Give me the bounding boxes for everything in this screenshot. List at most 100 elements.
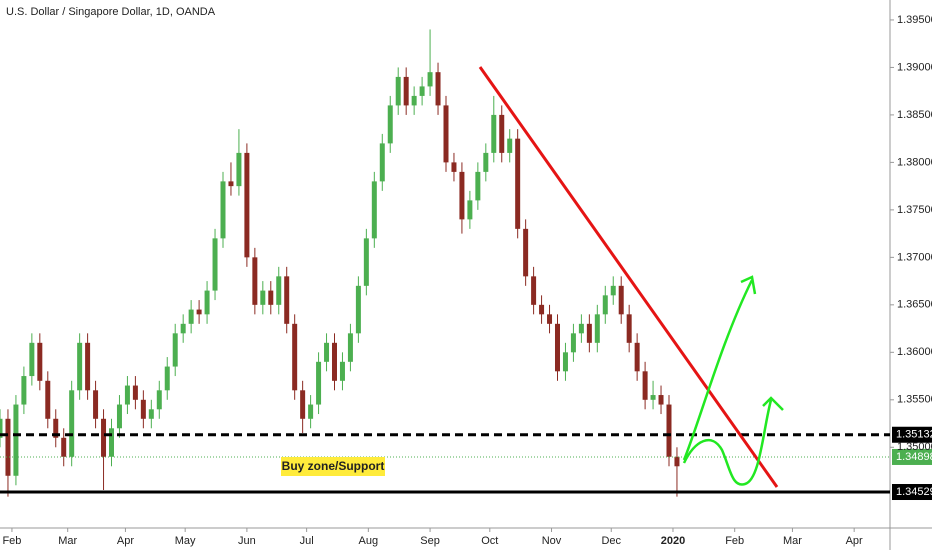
level-label: 1.34529 xyxy=(896,486,932,498)
level-label-box xyxy=(892,448,932,465)
candle-body xyxy=(650,395,656,400)
candle-body xyxy=(658,395,664,405)
candle-body xyxy=(148,409,154,419)
candle-body xyxy=(0,418,3,438)
candle-body xyxy=(618,285,624,315)
candle-body xyxy=(547,314,553,324)
candle-body xyxy=(371,181,377,239)
candles xyxy=(0,29,680,497)
level-label-box xyxy=(892,484,932,501)
candle-body xyxy=(284,276,290,324)
x-tick-label: Feb xyxy=(725,535,744,547)
x-tick-label: Feb xyxy=(2,535,21,547)
candle-body xyxy=(339,361,345,381)
candle-body xyxy=(347,333,353,362)
candle-body xyxy=(419,86,425,96)
candle-body xyxy=(116,404,122,429)
y-tick-label: 1.37500 xyxy=(897,204,932,216)
candle-body xyxy=(578,323,584,334)
candle-body xyxy=(300,390,306,419)
candle-body xyxy=(140,399,146,419)
candle-body xyxy=(21,376,27,405)
level-label: 1.34898 xyxy=(896,451,932,463)
arrow-head xyxy=(740,275,757,295)
x-tick-label: Apr xyxy=(846,535,863,547)
candle-body xyxy=(379,143,385,182)
candle-body xyxy=(196,309,202,315)
candle-body xyxy=(85,342,91,391)
arrow-head xyxy=(762,396,784,411)
candle-body xyxy=(642,371,648,400)
level-label: 1.35132 xyxy=(896,429,932,441)
level-label-box xyxy=(892,426,932,443)
candle-body xyxy=(531,276,537,305)
x-tick-label: Oct xyxy=(481,535,498,547)
y-tick-label: 1.37000 xyxy=(897,251,932,263)
candle-body xyxy=(483,152,489,172)
candle-body xyxy=(562,352,568,372)
x-tick-label: Mar xyxy=(783,535,802,547)
candle-body xyxy=(260,290,266,305)
candle-body xyxy=(132,385,138,400)
y-tick-label: 1.36000 xyxy=(897,346,932,358)
candle-body xyxy=(411,95,417,106)
y-tick-label: 1.39000 xyxy=(897,61,932,73)
candle-body xyxy=(324,342,330,362)
y-tick-label: 1.36500 xyxy=(897,299,932,311)
y-tick-label: 1.35000 xyxy=(897,441,932,453)
candle-body xyxy=(539,304,545,315)
candle-body xyxy=(124,385,130,405)
candle-body xyxy=(188,309,194,324)
candle-body xyxy=(5,418,11,476)
candle-body xyxy=(204,290,210,315)
candle-body xyxy=(276,276,282,305)
levels: 1.35132 1.34898 1.34529 xyxy=(0,426,932,501)
candle-body xyxy=(610,285,616,296)
candle-body xyxy=(602,295,608,315)
candle-body xyxy=(156,390,162,410)
candle-body xyxy=(499,114,505,153)
candle-body xyxy=(467,200,473,220)
candle-body xyxy=(554,323,560,372)
candle-body xyxy=(244,152,250,258)
x-tick-label: Sep xyxy=(420,535,440,547)
x-tick-label: 2020 xyxy=(661,535,685,547)
x-tick-label: Jun xyxy=(238,535,256,547)
y-tick-label: 1.39500 xyxy=(897,14,932,26)
candle-body xyxy=(491,114,497,153)
up-arrow xyxy=(682,279,754,461)
y-tick-label: 1.35500 xyxy=(897,394,932,406)
candle-body xyxy=(220,181,226,239)
x-tick-label: Apr xyxy=(117,535,134,547)
annotation-box xyxy=(281,457,385,476)
candle-body xyxy=(634,342,640,372)
x-tick-label: Dec xyxy=(601,535,621,547)
candle-body xyxy=(387,105,393,144)
candle-body xyxy=(586,323,592,343)
candle-body xyxy=(308,404,314,419)
candle-body xyxy=(180,323,186,334)
annotation: Buy zone/Support xyxy=(282,459,385,473)
candle-body xyxy=(666,404,672,457)
candle-body xyxy=(363,238,369,286)
candle-body xyxy=(29,342,35,377)
candle-body xyxy=(403,76,409,106)
candle-body xyxy=(37,342,43,381)
candle-body xyxy=(13,404,19,476)
candle-body xyxy=(515,138,521,229)
candle-body xyxy=(268,290,274,305)
x-tick-label: Nov xyxy=(542,535,562,547)
wave-arrow xyxy=(682,399,773,486)
x-tick-label: Mar xyxy=(58,535,77,547)
candle-body xyxy=(172,333,178,367)
candle-body xyxy=(45,380,51,419)
candle-body xyxy=(61,437,67,457)
candle-body xyxy=(77,342,83,391)
candle-body xyxy=(236,152,242,187)
candle-body xyxy=(164,366,170,391)
candle-body xyxy=(395,76,401,106)
candle-body xyxy=(443,105,449,163)
candle-body xyxy=(252,257,258,305)
candle-body xyxy=(108,428,114,457)
